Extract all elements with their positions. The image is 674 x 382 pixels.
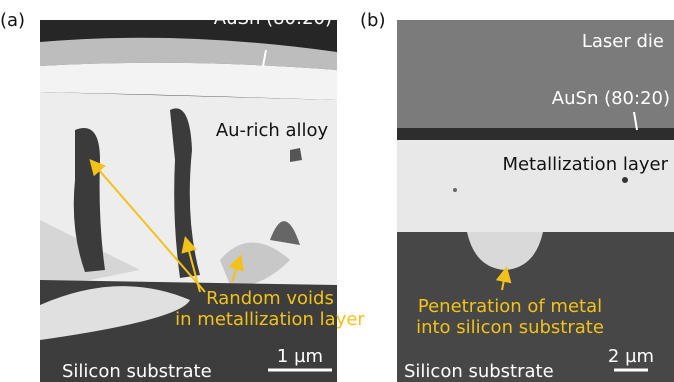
figure: (a) (b) AuSn (80:20) Au-rich alloy Rando… [0, 0, 674, 382]
annotation: Silicon substrate [62, 361, 212, 382]
scale-label: 2 µm [608, 346, 654, 367]
annotation: AuSn (80:20) [552, 88, 670, 109]
annotation: into silicon substrate [416, 317, 604, 338]
panel-label: (a) [0, 10, 25, 31]
annotation: Penetration of metal [418, 296, 602, 317]
annotation: Metallization layer [502, 154, 668, 175]
annotation: Laser die [582, 31, 664, 52]
panel-label: (b) [360, 10, 385, 31]
annotation: Random voids [206, 288, 334, 309]
annotation: in metallization layer [175, 309, 365, 330]
scale-label: 1 µm [277, 346, 323, 367]
annotation: AuSn (80:20) [214, 8, 332, 29]
annotation: Au-rich alloy [216, 120, 329, 141]
annotation: Silicon substrate [404, 361, 554, 382]
